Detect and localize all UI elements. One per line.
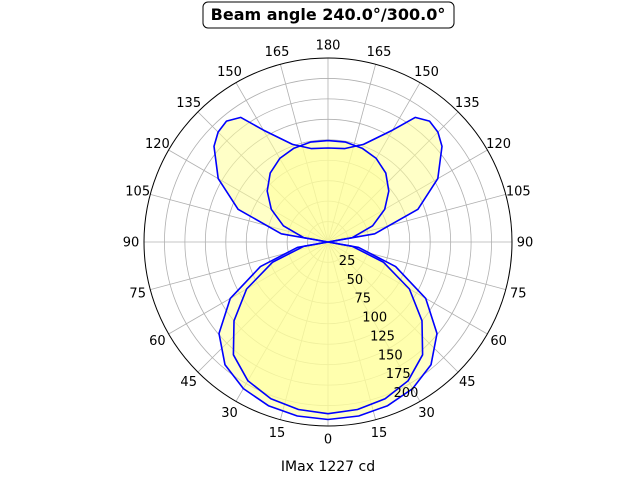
angle-tick-label: 30 — [418, 406, 435, 421]
angle-tick-label: 165 — [367, 45, 392, 60]
angle-tick-label: 165 — [265, 45, 290, 60]
series-line-1 — [232, 139, 424, 415]
radial-tick-label: 200 — [394, 386, 419, 401]
chart-title: Beam angle 240.0°/300.0° — [211, 5, 446, 24]
polar-frame — [143, 57, 513, 427]
angle-tick-label: 75 — [129, 287, 146, 302]
angle-tick-label: 15 — [269, 426, 286, 441]
x-axis-label: IMax 1227 cd — [281, 459, 375, 475]
angle-tick-label: 0 — [324, 433, 332, 448]
radial-tick-labels: 25 50 75 100 125 150 175 200 — [339, 254, 419, 401]
series-layer — [213, 116, 443, 421]
chart-title-box: Beam angle 240.0°/300.0° — [202, 1, 455, 29]
angle-tick-label: 150 — [217, 65, 242, 80]
title-frame — [202, 1, 455, 29]
angle-tick-label: 90 — [517, 236, 534, 251]
radial-tick-label: 125 — [370, 329, 395, 344]
radial-tick-label: 75 — [355, 292, 372, 307]
radial-tick-label: 150 — [378, 348, 403, 363]
angle-tick-label: 135 — [455, 96, 480, 111]
radial-tick-label: 50 — [347, 273, 364, 288]
angle-tick-label: 45 — [180, 375, 197, 390]
angle-tick-label: 45 — [459, 375, 476, 390]
radial-tick-label: 175 — [386, 367, 411, 382]
angle-tick-label: 90 — [123, 236, 140, 251]
angle-tick-label: 105 — [125, 185, 150, 200]
series-fill-1 — [233, 140, 423, 414]
angle-tick-label: 105 — [506, 185, 531, 200]
angle-tick-label: 60 — [490, 334, 507, 349]
angle-tick-label: 75 — [510, 287, 527, 302]
series-line-0 — [213, 116, 443, 421]
angle-tick-label: 120 — [145, 137, 170, 152]
angle-tick-labels: 0 15 30 45 60 75 90 105 120 135 150 165 180 165 150 135… — [123, 39, 534, 448]
angle-tick-label: 135 — [176, 96, 201, 111]
angle-tick-label: 30 — [221, 406, 238, 421]
angle-tick-label: 15 — [371, 426, 388, 441]
angle-tick-label: 60 — [149, 334, 166, 349]
angle-tick-label: 180 — [316, 39, 341, 54]
radial-tick-label: 100 — [362, 311, 387, 326]
radial-tick-label: 25 — [339, 254, 356, 269]
angle-tick-label: 120 — [486, 137, 511, 152]
angle-tick-label: 150 — [414, 65, 439, 80]
